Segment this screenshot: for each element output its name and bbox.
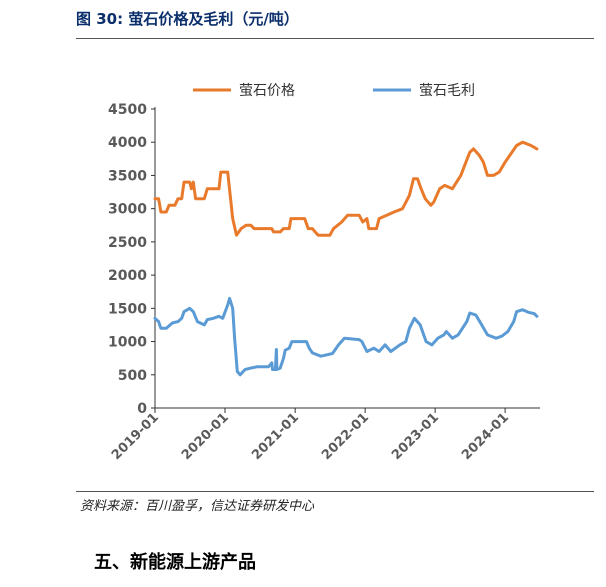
y-tick-label: 3500 bbox=[108, 168, 147, 184]
chart-legend: 萤石价格 萤石毛利 bbox=[193, 83, 475, 99]
y-axis: 0 500 1000 1500 2000 2500 3000 3500 4000 4500 bbox=[108, 102, 156, 417]
y-tick-label: 4000 bbox=[108, 135, 147, 151]
y-tick-label: 1000 bbox=[108, 335, 147, 351]
x-tick-label: 2023-01 bbox=[389, 410, 442, 463]
x-tick-label: 2022-01 bbox=[319, 410, 372, 463]
y-tick-label: 1500 bbox=[108, 301, 147, 317]
y-tick-label: 0 bbox=[137, 401, 147, 417]
x-tick-label: 2020-01 bbox=[179, 410, 232, 463]
x-tick-label: 2019-01 bbox=[109, 410, 162, 463]
title-divider bbox=[76, 38, 594, 39]
x-axis: 2019-01 2020-01 2021-01 2022-01 2023-01 2024-… bbox=[109, 407, 540, 463]
legend-label-1: 萤石价格 bbox=[239, 83, 295, 99]
legend-label-2: 萤石毛利 bbox=[419, 83, 475, 99]
x-tick-label: 2021-01 bbox=[249, 410, 302, 463]
source-note: 资料来源：百川盈孚，信达证券研发中心 bbox=[80, 499, 315, 514]
section-heading: 五、新能源上游产品 bbox=[94, 552, 256, 573]
figure-title: 图 30: 萤石价格及毛利（元/吨） bbox=[76, 10, 299, 28]
chart-series bbox=[153, 140, 539, 377]
source-divider bbox=[76, 491, 594, 492]
series-line-2 bbox=[153, 296, 539, 377]
x-tick-label: 2024-01 bbox=[459, 410, 512, 463]
y-tick-label: 3000 bbox=[108, 202, 147, 218]
series-line-1 bbox=[153, 140, 539, 237]
y-tick-label: 4500 bbox=[108, 102, 147, 118]
y-tick-label: 500 bbox=[118, 368, 147, 384]
y-tick-label: 2000 bbox=[108, 268, 147, 284]
y-tick-label: 2500 bbox=[108, 235, 147, 251]
